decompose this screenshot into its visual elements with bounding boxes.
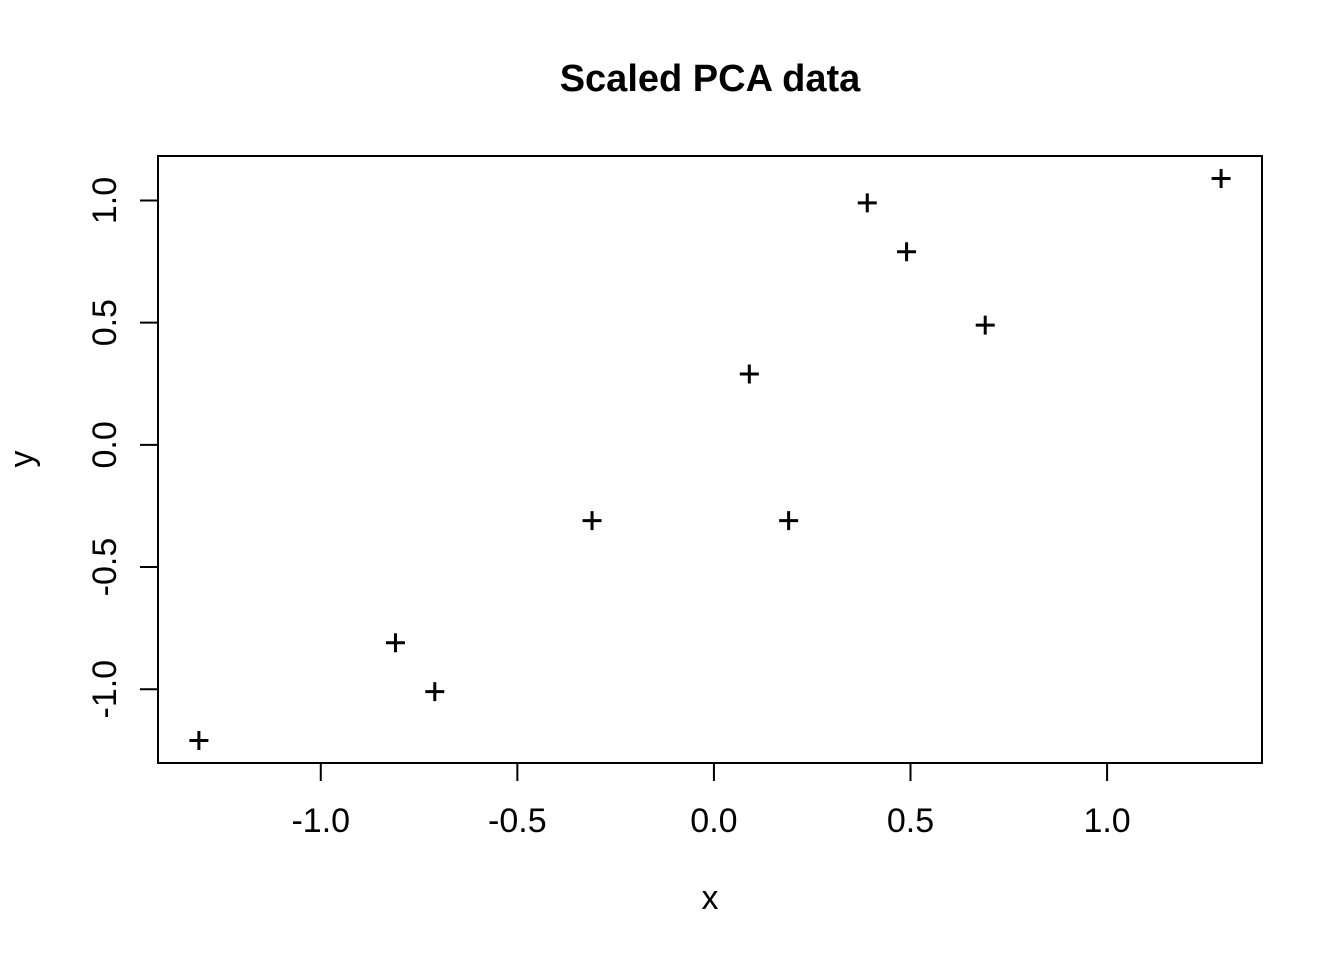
data-point-plus-marker [582,511,602,531]
x-tick-label: 0.5 [887,802,934,840]
y-axis-ticks: -1.0 -0.5 0.0 0.5 1.0 [86,177,158,719]
y-axis-label: y [3,451,41,468]
data-points [189,168,1231,751]
x-tick-label: -0.5 [488,802,547,840]
plot-box [157,155,1263,764]
data-point-plus-marker [1211,168,1231,188]
data-point-plus-marker [975,315,995,335]
data-point-plus-marker [739,364,759,384]
y-tick-label: 0.0 [86,421,124,468]
y-tick-label: -1.0 [86,660,124,719]
data-point-plus-marker [189,731,209,751]
y-tick-label: -0.5 [86,538,124,597]
y-tick-label: 1.0 [86,177,124,224]
x-tick-label: -1.0 [291,802,350,840]
y-tick-label: 0.5 [86,299,124,346]
data-point-plus-marker [425,682,445,702]
x-axis-ticks: -1.0 -0.5 0.0 0.5 1.0 [291,763,1131,840]
x-tick-label: 1.0 [1083,802,1130,840]
data-point-plus-marker [385,633,405,653]
data-point-plus-marker [779,511,799,531]
chart-title: Scaled PCA data [560,58,861,100]
data-point-plus-marker [897,242,917,262]
data-point-plus-marker [857,193,877,213]
x-tick-label: 0.0 [690,802,737,840]
x-axis-label: x [702,879,719,917]
